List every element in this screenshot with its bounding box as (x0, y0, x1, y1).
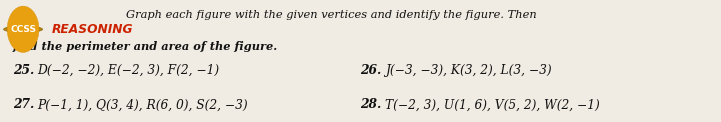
Text: T(−2, 3), U(1, 6), V(5, 2), W(2, −1): T(−2, 3), U(1, 6), V(5, 2), W(2, −1) (385, 98, 600, 111)
Text: P(−1, 1), Q(3, 4), R(6, 0), S(2, −3): P(−1, 1), Q(3, 4), R(6, 0), S(2, −3) (37, 98, 248, 111)
Circle shape (4, 26, 43, 33)
Text: 26.: 26. (360, 64, 381, 77)
Text: find the perimeter and area of the figure.: find the perimeter and area of the figur… (13, 41, 278, 52)
Text: 28.: 28. (360, 98, 381, 111)
Text: 27.: 27. (13, 98, 34, 111)
Text: CCSS: CCSS (10, 25, 36, 34)
Text: 25.: 25. (13, 64, 34, 77)
Text: D(−2, −2), E(−2, 3), F(2, −1): D(−2, −2), E(−2, 3), F(2, −1) (37, 64, 220, 77)
Ellipse shape (7, 6, 39, 52)
Text: Graph each figure with the given vertices and identify the figure. Then: Graph each figure with the given vertice… (126, 10, 537, 20)
Text: REASONING: REASONING (52, 23, 133, 36)
Text: J(−3, −3), K(3, 2), L(3, −3): J(−3, −3), K(3, 2), L(3, −3) (385, 64, 552, 77)
